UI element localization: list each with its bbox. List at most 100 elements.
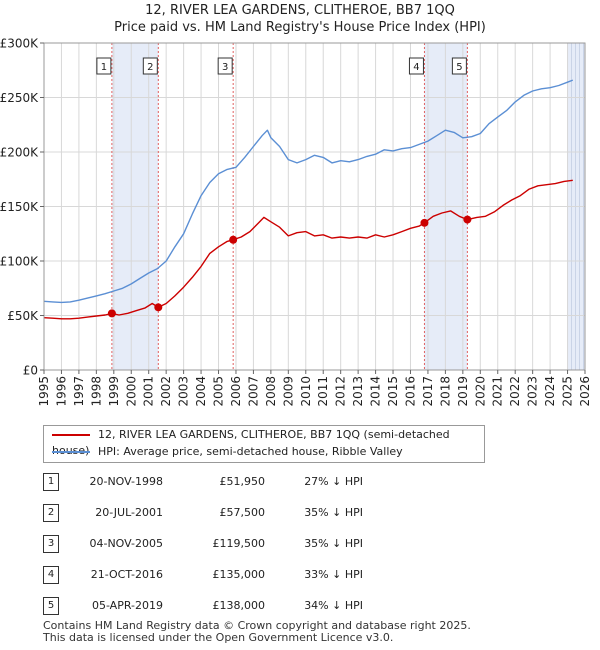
series-lines: [43, 79, 574, 320]
sale-box-frame: [408, 57, 424, 75]
x-tick-label: 2020: [473, 376, 487, 407]
sale-date: 05-APR-2019: [91, 599, 163, 612]
legend-item-hpi: HPI: Average price, semi-detached house,…: [52, 444, 403, 460]
y-tick-label: £250K: [0, 91, 39, 105]
sale-number: 1: [43, 473, 59, 491]
grid-lines: [43, 42, 586, 371]
x-tick-label: 2010: [299, 376, 313, 407]
sale-box-label: 4: [413, 62, 419, 73]
x-axis-ticks: 1995 1996 1997 1998 1999 2000 2001 2002 2003 2004…: [37, 370, 592, 407]
sale-number: 3: [43, 535, 59, 553]
x-tick-label: 2023: [526, 376, 540, 407]
legend-swatch-property: [52, 434, 90, 436]
x-tick-label: 2002: [159, 376, 173, 407]
sale-date: 20-JUL-2001: [95, 506, 163, 519]
x-tick-label: 2008: [264, 376, 278, 407]
x-tick-label: 2018: [438, 376, 452, 407]
x-tick-label: 2014: [369, 376, 383, 407]
price-chart: 1 2 3 4 5 £0 £50K £100K £150K £200K £250K £300K 19…: [0, 37, 592, 407]
x-tick-label: 1999: [107, 376, 121, 407]
sale-hpi-diff: 27% ↓ HPI: [304, 475, 363, 488]
sale-number-box: 4: [408, 57, 424, 75]
hpi-line: [43, 79, 574, 304]
x-tick-label: 2006: [229, 376, 243, 407]
y-tick-label: £50K: [7, 309, 39, 323]
table-row: 4 21-OCT-2016 £135,000 33% ↓ HPI: [43, 565, 463, 585]
sale-point: [107, 309, 116, 318]
x-tick-label: 1995: [37, 376, 51, 407]
footer-copyright: Contains HM Land Registry data © Crown c…: [43, 619, 471, 632]
sale-box-label: 1: [101, 62, 107, 73]
sale-number: 4: [43, 566, 59, 584]
sale-number-boxes: 1 2 3 4 5: [96, 57, 467, 75]
x-tick-label: 2026: [578, 376, 592, 407]
x-tick-label: 2001: [142, 376, 156, 407]
x-tick-label: 2003: [177, 376, 191, 407]
legend-label-property: 12, RIVER LEA GARDENS, CLITHEROE, BB7 1Q…: [52, 428, 450, 457]
x-tick-label: 2016: [403, 376, 417, 407]
property-price-line: [43, 179, 573, 320]
x-tick-label: 2004: [194, 376, 208, 407]
sale-point: [420, 218, 429, 227]
x-tick-label: 2021: [491, 376, 505, 407]
sale-price: £57,500: [219, 506, 266, 519]
sale-box-frame: [451, 57, 467, 75]
y-tick-label: £200K: [0, 146, 39, 160]
chart-subtitle: Price paid vs. HM Land Registry's House …: [114, 20, 486, 35]
sale-price: £138,000: [212, 599, 266, 612]
x-tick-label: 2007: [246, 376, 260, 407]
legend-swatch-hpi: [52, 451, 90, 453]
sale-hpi-diff: 35% ↓ HPI: [304, 537, 363, 550]
sale-number-box: 3: [217, 57, 233, 75]
x-tick-label: 2000: [124, 376, 138, 407]
sale-box-frame: [142, 57, 158, 75]
footer: Contains HM Land Registry data © Crown c…: [43, 620, 471, 644]
y-tick-label: £150K: [0, 200, 39, 214]
x-tick-label: 2017: [421, 376, 435, 407]
x-tick-label: 2024: [543, 376, 557, 407]
x-tick-label: 2013: [351, 376, 365, 407]
x-tick-label: 2015: [386, 376, 400, 407]
x-tick-label: 2012: [334, 376, 348, 407]
sale-box-frame: [217, 57, 233, 75]
y-axis-ticks: £0 £50K £100K £150K £200K £250K £300K: [0, 37, 44, 378]
y-tick-label: £100K: [0, 255, 39, 269]
sale-price: £135,000: [212, 568, 266, 581]
table-row: 5 05-APR-2019 £138,000 34% ↓ HPI: [43, 596, 463, 616]
sale-box-frame: [96, 57, 112, 75]
y-tick-label: £300K: [0, 37, 39, 51]
legend-item-property: 12, RIVER LEA GARDENS, CLITHEROE, BB7 1Q…: [52, 427, 484, 457]
x-tick-label: 2011: [316, 376, 330, 407]
legend: 12, RIVER LEA GARDENS, CLITHEROE, BB7 1Q…: [43, 425, 485, 463]
sale-box-label: 3: [222, 62, 228, 73]
sale-number-box: 1: [96, 57, 112, 75]
footer-license: This data is licensed under the Open Gov…: [43, 631, 394, 644]
sale-point: [463, 215, 472, 224]
table-row: 2 20-JUL-2001 £57,500 35% ↓ HPI: [43, 503, 463, 523]
sale-number: 5: [43, 597, 59, 615]
x-tick-label: 2009: [281, 376, 295, 407]
sale-date: 21-OCT-2016: [90, 568, 163, 581]
sale-price: £51,950: [219, 475, 266, 488]
sale-number-box: 5: [451, 57, 467, 75]
sale-number: 2: [43, 504, 59, 522]
sale-number-box: 2: [142, 57, 158, 75]
x-tick-label: 1996: [54, 376, 68, 407]
sale-hpi-diff: 33% ↓ HPI: [304, 568, 363, 581]
table-row: 3 04-NOV-2005 £119,500 35% ↓ HPI: [43, 534, 463, 554]
sale-point: [154, 303, 163, 312]
x-tick-label: 2022: [508, 376, 522, 407]
sale-points: [107, 215, 472, 318]
x-tick-label: 2005: [212, 376, 226, 407]
chart-title-block: 12, RIVER LEA GARDENS, CLITHEROE, BB7 1Q…: [0, 2, 600, 36]
y-tick-label: £0: [23, 364, 38, 378]
sale-price: £119,500: [212, 537, 266, 550]
x-tick-label: 2019: [456, 376, 470, 407]
sale-box-label: 5: [456, 62, 462, 73]
x-tick-label: 2025: [561, 376, 575, 407]
sale-hpi-diff: 35% ↓ HPI: [304, 506, 363, 519]
legend-label-hpi: HPI: Average price, semi-detached house,…: [98, 445, 403, 458]
sale-hpi-diff: 34% ↓ HPI: [304, 599, 363, 612]
table-row: 1 20-NOV-1998 £51,950 27% ↓ HPI: [43, 472, 463, 492]
x-tick-label: 1997: [72, 376, 86, 407]
